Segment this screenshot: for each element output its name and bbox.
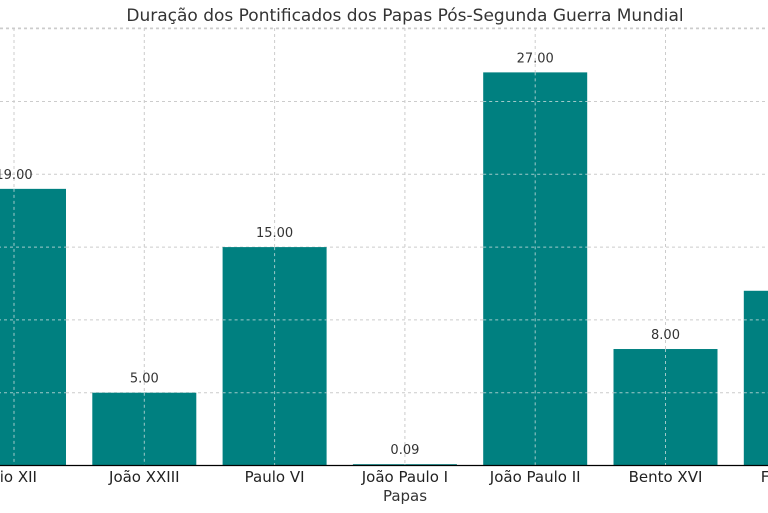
- x-axis-label: Papas: [382, 487, 428, 505]
- x-tick-label: João XXIII: [108, 468, 180, 486]
- x-tick-label: Francisco: [761, 468, 768, 486]
- bar-value-label: 15.00: [256, 226, 293, 241]
- bar-value-label: 27.00: [517, 51, 554, 66]
- x-tick-label: João Paulo II: [489, 468, 581, 486]
- x-tick-label: Bento XVI: [629, 468, 703, 486]
- bar: [483, 72, 588, 466]
- bar-value-label: 19.00: [0, 168, 33, 183]
- x-tick-label: João Paulo I: [361, 468, 448, 486]
- bar: [0, 188, 66, 466]
- bar-value-label: 8.00: [651, 328, 680, 343]
- bar-value-label: 0.09: [390, 443, 419, 458]
- x-tick-label: Pio XII: [0, 468, 37, 486]
- bar: [613, 349, 718, 466]
- chart-title: Duração dos Pontificados dos Papas Pós-S…: [126, 6, 684, 26]
- x-tick-label: Paulo VI: [245, 468, 305, 486]
- bar: [743, 290, 768, 466]
- bar-value-label: 5.00: [130, 372, 159, 387]
